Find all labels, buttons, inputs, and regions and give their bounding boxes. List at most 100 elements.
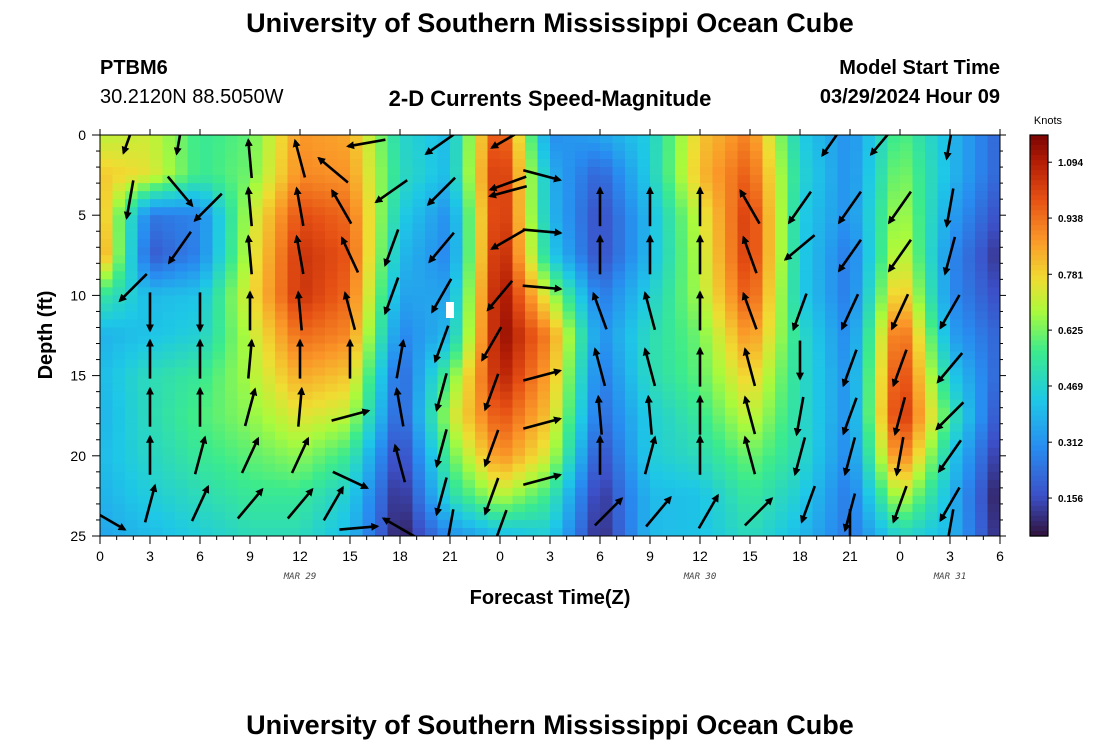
- heatmap-cell: [425, 447, 439, 457]
- heatmap-cell: [762, 207, 776, 216]
- heatmap-cell: [362, 303, 376, 313]
- heatmap-cell: [200, 151, 214, 160]
- heatmap-cell: [775, 367, 789, 377]
- heatmap-cell: [675, 167, 689, 176]
- heatmap-cell: [262, 359, 276, 369]
- heatmap-cell: [412, 303, 426, 313]
- heatmap-cell: [400, 135, 414, 144]
- x-tick-label: 3: [546, 548, 554, 564]
- heatmap-cell: [887, 367, 901, 377]
- heatmap-cell: [337, 447, 351, 457]
- current-vector: [642, 347, 657, 387]
- heatmap-cell: [237, 519, 251, 529]
- heatmap-cell: [262, 495, 276, 505]
- heatmap-cell: [900, 391, 914, 401]
- heatmap-cell: [125, 399, 139, 409]
- heatmap-cell: [925, 247, 939, 256]
- heatmap-cell: [362, 367, 376, 377]
- heatmap-cell: [175, 303, 189, 313]
- heatmap-cell: [725, 367, 739, 377]
- heatmap-cell: [312, 415, 326, 425]
- heatmap-cell: [387, 527, 401, 536]
- heatmap-cell: [975, 511, 989, 521]
- heatmap-cell: [437, 439, 451, 449]
- heatmap-cell: [412, 167, 426, 176]
- heatmap-cell: [825, 311, 839, 321]
- heatmap-cell: [675, 271, 689, 280]
- heatmap-cell: [875, 271, 889, 280]
- heatmap-cell: [237, 503, 251, 513]
- heatmap-cell: [675, 223, 689, 232]
- heatmap-cell: [162, 271, 176, 280]
- heatmap-cell: [900, 375, 914, 385]
- heatmap-cell: [637, 511, 651, 521]
- heatmap-cell: [812, 143, 826, 152]
- heatmap-cell: [387, 487, 401, 497]
- heatmap-cell: [425, 407, 439, 417]
- heatmap-cell: [450, 151, 464, 160]
- heatmap-cell: [312, 151, 326, 160]
- heatmap-cell: [750, 167, 764, 176]
- heatmap-cell: [575, 479, 589, 489]
- heatmap-cell: [950, 527, 964, 536]
- heatmap-cell: [512, 383, 526, 393]
- heatmap-cell: [250, 527, 264, 536]
- heatmap-cell: [937, 471, 951, 481]
- heatmap-cell: [875, 287, 889, 296]
- heatmap-cell: [875, 391, 889, 401]
- heatmap-cell: [175, 159, 189, 168]
- heatmap-cell: [800, 207, 814, 216]
- heatmap-cell: [600, 183, 614, 192]
- heatmap-cell: [187, 463, 201, 473]
- heatmap-cell: [537, 439, 551, 449]
- heatmap-cell: [587, 463, 601, 473]
- heatmap-cell: [812, 183, 826, 192]
- heatmap-cell: [825, 415, 839, 425]
- heatmap-cell: [250, 311, 264, 321]
- heatmap-cell: [750, 255, 764, 264]
- heatmap-cell: [400, 415, 414, 425]
- colorbar-segment: [1030, 405, 1048, 412]
- heatmap-cell: [737, 247, 751, 256]
- heatmap-cell: [425, 239, 439, 248]
- heatmap-cell: [175, 231, 189, 240]
- heatmap-cell: [150, 327, 164, 337]
- heatmap-cell: [400, 479, 414, 489]
- heatmap-cell: [912, 359, 926, 369]
- heatmap-cell: [225, 199, 239, 208]
- colorbar-frame: [1029, 134, 1049, 537]
- heatmap-cell: [550, 183, 564, 192]
- heatmap-cell: [950, 455, 964, 465]
- heatmap-cell: [687, 503, 701, 513]
- heatmap-cell: [450, 391, 464, 401]
- heatmap-cell: [625, 415, 639, 425]
- heatmap-cell: [250, 335, 264, 345]
- heatmap-cell: [425, 463, 439, 473]
- heatmap-cell: [275, 311, 289, 321]
- heatmap-cell: [350, 415, 364, 425]
- heatmap-cell: [437, 295, 451, 305]
- heatmap-cell: [912, 207, 926, 216]
- heatmap-cell: [450, 415, 464, 425]
- heatmap-cell: [662, 279, 676, 288]
- heatmap-cell: [987, 335, 1000, 345]
- heatmap-cell: [575, 359, 589, 369]
- heatmap-cell: [487, 359, 501, 369]
- heatmap-cell: [187, 247, 201, 256]
- heatmap-cell: [850, 135, 864, 144]
- heatmap-cell: [412, 255, 426, 264]
- heatmap-cell: [412, 351, 426, 361]
- heatmap-cell: [425, 527, 439, 536]
- heatmap-cell: [487, 223, 501, 232]
- heatmap-cell: [525, 359, 539, 369]
- heatmap-cell: [525, 135, 539, 144]
- heatmap-cell: [275, 279, 289, 288]
- heatmap-cell: [637, 471, 651, 481]
- heatmap-cell: [587, 367, 601, 377]
- heatmap-cell: [825, 399, 839, 409]
- heatmap-cell: [162, 287, 176, 296]
- heatmap-cell: [925, 479, 939, 489]
- heatmap-cell: [675, 279, 689, 288]
- heatmap-cell: [300, 415, 314, 425]
- heatmap-cell: [225, 407, 239, 417]
